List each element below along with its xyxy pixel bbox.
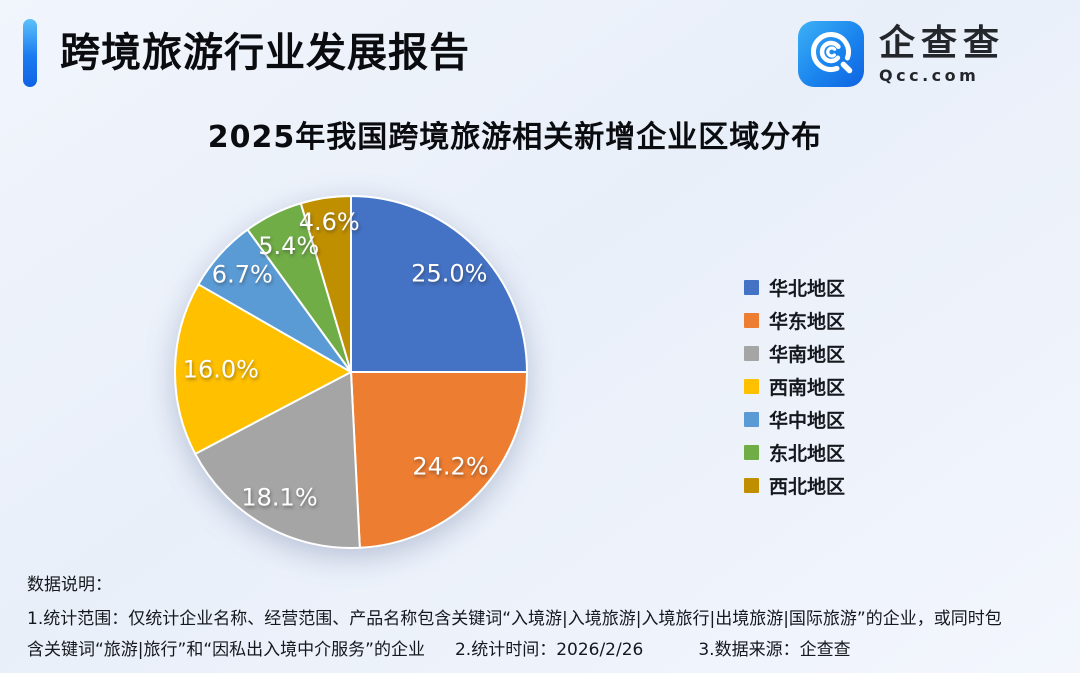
legend-swatch-icon (744, 444, 759, 460)
legend-item-西北地区: 西北地区 (744, 475, 845, 498)
legend-label: 东北地区 (769, 442, 846, 465)
footer-stat-date: 2.统计时间：2026/2/26 (454, 640, 644, 660)
legend-label: 华中地区 (769, 409, 846, 432)
pie-label-华中地区: 6.7% (212, 260, 273, 288)
pie-slice-华东地区 (350, 371, 528, 549)
pie-slice-华北地区 (350, 195, 528, 373)
pie-slice-西北地区 (299, 195, 352, 373)
legend-swatch-icon (744, 378, 759, 394)
footer-data-source: 3.数据来源：企查查 (698, 640, 851, 660)
footer-scope-line1: 1.统计范围：仅统计企业名称、经营范围、产品名称包含关键词“入境游|入境旅游|入… (27, 609, 1002, 629)
qcc-logo-icon (798, 21, 864, 87)
report-header: 跨境旅游行业发展报告 企查查 Qcc.com (0, 0, 1080, 100)
legend-label: 华南地区 (769, 343, 846, 366)
magnifier-spiral-icon (810, 31, 853, 74)
legend-item-华中地区: 华中地区 (744, 409, 845, 432)
chart-title: 2025年我国跨境旅游相关新增企业区域分布 (207, 120, 823, 155)
chart-legend: 华北地区华东地区华南地区西南地区华中地区东北地区西北地区 (744, 277, 845, 498)
pie-label-华北地区: 25.0% (411, 260, 487, 288)
pie-label-西南地区: 16.0% (183, 356, 259, 384)
qcc-logo-name: 企查查 (879, 22, 1006, 64)
pie-chart: 25.0% 24.2% 18.1% 16.0% 6.7% 5.4% 4.6% (141, 162, 561, 582)
pie-label-东北地区: 5.4% (258, 232, 319, 260)
footer-scope-continued: 含关键词“旅游|旅行”和“因私出入境中介服务”的企业 (27, 640, 425, 660)
legend-item-华南地区: 华南地区 (744, 343, 845, 366)
pie-slice-西南地区 (174, 283, 352, 455)
title-accent-bar (23, 19, 37, 87)
legend-label: 西南地区 (769, 376, 846, 399)
legend-label: 华北地区 (769, 277, 846, 300)
legend-swatch-icon (744, 411, 759, 427)
qcc-logo: 企查查 Qcc.com (798, 21, 1005, 87)
footer-scope-line2: 含关键词“旅游|旅行”和“因私出入境中介服务”的企业 2.统计时间：2026/2/… (27, 635, 851, 660)
pie-slice-华南地区 (194, 371, 361, 549)
legend-item-东北地区: 东北地区 (744, 442, 845, 465)
legend-label: 西北地区 (769, 475, 846, 498)
legend-swatch-icon (744, 312, 759, 328)
pie-label-西北地区: 4.6% (299, 208, 360, 236)
legend-item-华北地区: 华北地区 (744, 277, 845, 300)
pie-label-华东地区: 24.2% (412, 453, 488, 481)
legend-item-华东地区: 华东地区 (744, 310, 845, 333)
legend-label: 华东地区 (769, 310, 846, 333)
report-title: 跨境旅游行业发展报告 (60, 30, 470, 76)
footer-heading: 数据说明： (27, 575, 112, 595)
qcc-logo-text: 企查查 Qcc.com (879, 22, 1006, 85)
legend-swatch-icon (744, 477, 759, 493)
qcc-logo-domain: Qcc.com (879, 65, 980, 85)
pie-label-华南地区: 18.1% (241, 483, 317, 511)
legend-swatch-icon (744, 345, 759, 361)
legend-swatch-icon (744, 279, 759, 295)
legend-item-西南地区: 西南地区 (744, 376, 845, 399)
